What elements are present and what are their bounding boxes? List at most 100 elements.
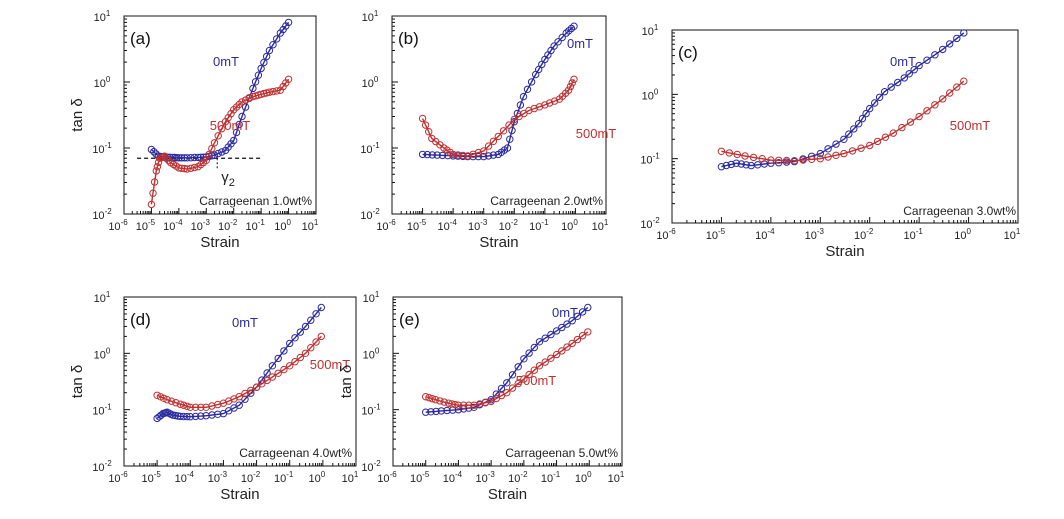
- data-point: [725, 149, 733, 157]
- data-point: [301, 349, 310, 357]
- data-point: [519, 92, 528, 101]
- data-point: [268, 362, 277, 370]
- data-point: [503, 389, 511, 397]
- data-point: [503, 379, 511, 387]
- x-tick-label: 10-3: [475, 470, 495, 485]
- y-tick-exponent: 1: [106, 290, 111, 299]
- y-tick-exponent: 0: [374, 75, 379, 84]
- data-point: [782, 156, 791, 165]
- panel-d: 10-6 10-5 10-4 10-3 10-2 10-1 100 10110-210-110…: [69, 290, 359, 503]
- data-point: [150, 148, 158, 156]
- x-tick-exponent: -1: [286, 470, 294, 479]
- panel-a: 10-6 10-5 10-4 10-3 10-2 10-1 100 10110-210-110…: [69, 9, 319, 251]
- data-point: [214, 149, 222, 158]
- plot-frame: [391, 15, 607, 215]
- data-point: [474, 148, 483, 157]
- x-tick-exponent: -4: [767, 227, 775, 236]
- data-point: [824, 153, 832, 161]
- data-point: [717, 147, 726, 156]
- y-tick-label: 101: [362, 9, 379, 24]
- x-tick-exponent: -3: [480, 218, 488, 227]
- x-tick-exponent: -6: [669, 227, 677, 236]
- data-point: [923, 56, 931, 64]
- x-tick-label: 100: [954, 227, 971, 242]
- data-point: [147, 200, 156, 209]
- y-tick-exponent: 1: [375, 290, 380, 299]
- data-point: [440, 398, 448, 406]
- data-point: [183, 154, 191, 162]
- data-point: [432, 407, 440, 416]
- data-point: [857, 144, 865, 152]
- data-point: [464, 152, 472, 160]
- y-tick-exponent: -2: [374, 459, 382, 468]
- data-point: [443, 406, 451, 415]
- data-point: [469, 150, 477, 159]
- data-point: [562, 29, 570, 37]
- data-point: [840, 135, 848, 144]
- data-point: [286, 362, 294, 370]
- data-point: [530, 343, 538, 352]
- x-tick-exponent: -6: [390, 470, 398, 479]
- data-point: [307, 316, 315, 324]
- x-tick-label: 100: [575, 470, 592, 485]
- data-point: [946, 40, 954, 48]
- data-point: [535, 338, 544, 346]
- series-500mT: 500mT: [717, 77, 991, 165]
- data-point: [573, 335, 582, 344]
- x-tick-exponent: -2: [520, 470, 528, 479]
- series-0mT: 0mT: [153, 303, 325, 423]
- x-tick-exponent: -3: [488, 470, 496, 479]
- data-point: [433, 151, 441, 159]
- x-tick-label: 101: [342, 470, 359, 485]
- data-point: [230, 136, 238, 145]
- x-tick-exponent: -4: [175, 218, 183, 227]
- panel-label: (e): [399, 310, 420, 329]
- data-point: [558, 347, 566, 355]
- data-point: [183, 165, 191, 173]
- legend-label: 500mT: [576, 126, 617, 141]
- x-tick-label: 10-2: [854, 227, 874, 242]
- data-point: [214, 410, 222, 418]
- data-point: [584, 303, 592, 312]
- y-tick-label: 10-1: [92, 403, 112, 418]
- data-point: [286, 339, 294, 348]
- x-tick-exponent: 0: [573, 218, 578, 227]
- data-point: [915, 61, 923, 70]
- x-tick-label: 10-3: [208, 470, 228, 485]
- data-point: [247, 386, 255, 395]
- data-point: [915, 112, 923, 121]
- data-point: [832, 140, 840, 148]
- x-tick-exponent: -4: [187, 470, 195, 479]
- data-point: [307, 344, 315, 352]
- y-tick-exponent: -1: [653, 152, 661, 161]
- legend-label: 500mT: [950, 118, 991, 133]
- data-point: [824, 145, 832, 153]
- legend-label: 0mT: [552, 305, 578, 320]
- data-point: [767, 156, 775, 164]
- data-point: [558, 323, 566, 332]
- data-point: [873, 137, 882, 146]
- data-point: [775, 156, 783, 165]
- data-point: [153, 391, 161, 399]
- data-point: [235, 393, 243, 401]
- x-tick-exponent: 0: [966, 227, 971, 236]
- data-point: [436, 397, 444, 405]
- data-point: [568, 79, 576, 87]
- data-point: [167, 397, 176, 405]
- data-point: [758, 155, 766, 163]
- x-tick-exponent: -6: [389, 218, 397, 227]
- data-point: [563, 320, 571, 328]
- data-point: [484, 142, 493, 150]
- y-tick-label: 101: [94, 9, 111, 24]
- data-point: [547, 330, 555, 339]
- data-point: [550, 42, 558, 50]
- data-point: [153, 163, 162, 171]
- data-point: [552, 350, 561, 359]
- data-point: [881, 133, 890, 141]
- data-point: [578, 308, 587, 316]
- data-point: [197, 403, 205, 411]
- data-point: [202, 156, 211, 165]
- data-point: [845, 130, 853, 138]
- data-point: [241, 103, 250, 111]
- x-tick-label: 10-3: [805, 227, 825, 242]
